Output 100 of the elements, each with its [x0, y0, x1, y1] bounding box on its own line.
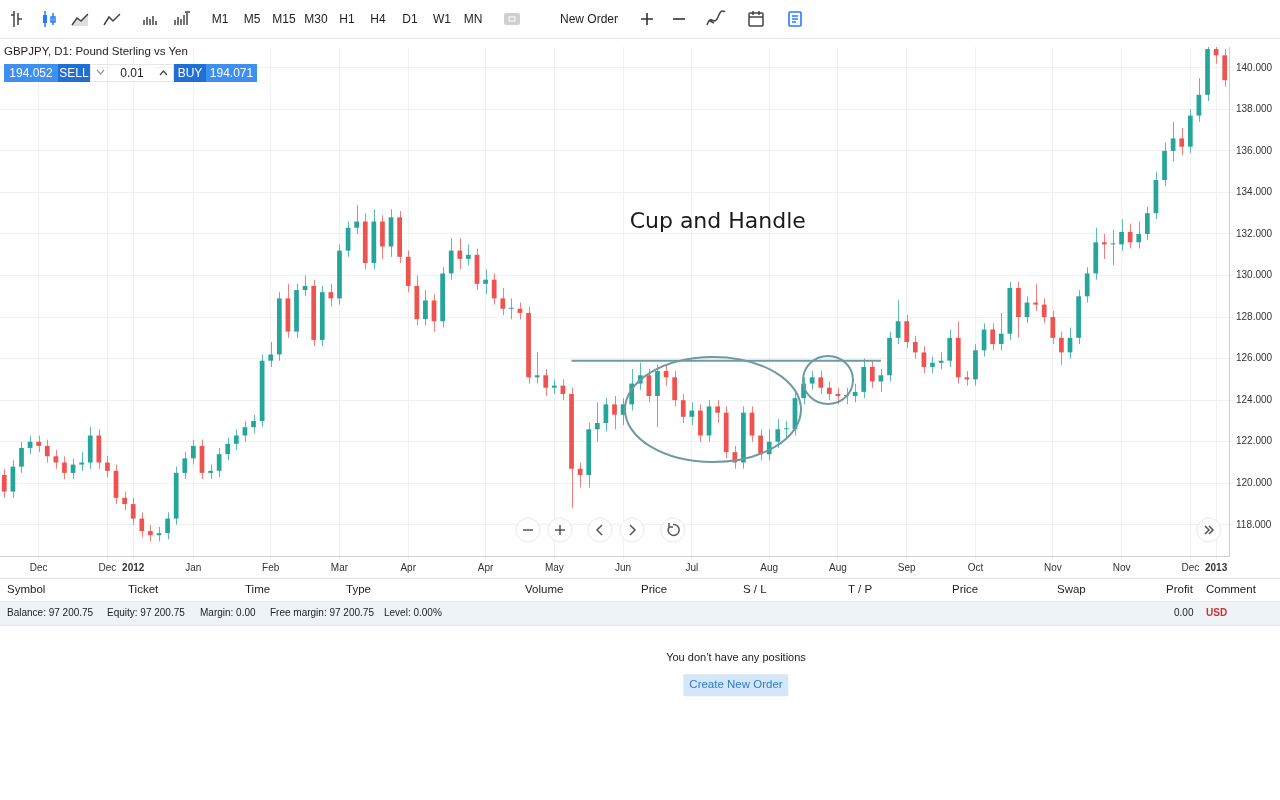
candlestick — [191, 439, 196, 466]
x-tick-label: Mar — [330, 561, 349, 573]
x-tick-label: Apr — [400, 561, 417, 573]
candlestick — [233, 428, 239, 451]
x-tick-label: Dec — [29, 561, 48, 573]
x-tick-label: Nov — [1112, 561, 1131, 573]
text: Equity: 97 200.75 — [107, 607, 185, 618]
candlestick — [1050, 310, 1056, 345]
candlestick — [1, 468, 7, 499]
candlestick — [594, 401, 600, 443]
text: 0.00 — [1174, 607, 1194, 618]
candlestick — [680, 393, 686, 424]
candlestick — [1127, 223, 1133, 250]
candlestick — [1033, 283, 1038, 312]
candlestick — [869, 360, 875, 389]
candlestick — [130, 497, 136, 526]
text: M30 — [304, 12, 328, 26]
y-tick-label: 140.000 — [1236, 61, 1273, 73]
candlestick — [672, 370, 678, 407]
text: USD — [1206, 607, 1228, 618]
candlestick — [165, 511, 170, 540]
y-tick-label: 122.000 — [1236, 435, 1273, 447]
text: M5 — [243, 12, 261, 26]
x-tick-label: Jun — [615, 561, 632, 573]
text: Symbol — [7, 583, 46, 596]
y-tick-label: 128.000 — [1236, 310, 1273, 322]
candlestick — [19, 441, 24, 474]
candlestick — [500, 287, 506, 316]
candlestick — [268, 341, 274, 368]
y-tick-label: 124.000 — [1236, 393, 1273, 405]
y-tick-label: 138.000 — [1236, 103, 1273, 115]
text: Price — [641, 583, 668, 596]
candlestick — [1144, 206, 1150, 241]
text: W1 — [433, 12, 451, 26]
candlestick — [534, 351, 540, 385]
candlestick — [1102, 233, 1107, 260]
text: Time — [245, 583, 271, 596]
annotation: 194.071 — [206, 64, 257, 82]
candlestick — [483, 268, 488, 295]
candlestick — [758, 428, 763, 461]
candlestick — [354, 204, 360, 235]
x-tick-label: Feb — [262, 561, 280, 573]
candlestick — [139, 511, 145, 538]
y-tick-label: 132.000 — [1236, 227, 1273, 239]
y-tick-label: 134.000 — [1236, 186, 1273, 198]
x-tick-label: Jan — [185, 561, 202, 573]
candlestick — [904, 314, 910, 349]
candlestick — [1041, 297, 1047, 324]
text: Balance: 97 200.75 — [7, 607, 94, 618]
candlestick — [827, 380, 832, 401]
text: S / L — [743, 583, 767, 596]
candlestick — [122, 491, 127, 511]
candlestick — [1119, 218, 1124, 252]
x-tick-label: May — [544, 561, 564, 573]
candlestick — [809, 370, 815, 391]
x-tick-label: Aug — [829, 561, 847, 573]
text: MN — [463, 12, 483, 26]
text: Type — [346, 583, 371, 596]
text: You don’t have any positions — [666, 650, 806, 663]
annotation: BUY — [174, 64, 206, 82]
candlestick — [1136, 221, 1142, 250]
annotation: Cup and Handle — [629, 207, 806, 233]
text: Margin: 0.00 — [200, 607, 256, 618]
text: Comment — [1206, 583, 1256, 596]
candlestick — [912, 335, 918, 360]
candlestick — [79, 451, 85, 472]
x-tick-label: Apr — [477, 561, 495, 573]
candlestick — [1059, 331, 1064, 366]
candlestick — [818, 370, 824, 395]
candlestick — [105, 455, 110, 478]
candlestick — [998, 312, 1004, 351]
text: Level: 0.00% — [384, 607, 442, 618]
candlestick — [715, 399, 720, 424]
x-tick-label: Nov — [1043, 561, 1062, 573]
candlestick — [852, 383, 858, 403]
candlestick — [457, 237, 463, 270]
candlestick — [251, 414, 256, 434]
text: Create New Order — [683, 674, 789, 696]
y-tick-label: 136.000 — [1236, 144, 1273, 156]
candlestick — [225, 437, 231, 461]
annotation: 0.01 — [110, 64, 154, 82]
candlestick — [947, 329, 953, 368]
candlestick — [62, 455, 67, 480]
text: New Order — [559, 12, 619, 26]
y-tick-label: 120.000 — [1236, 477, 1273, 489]
y-tick-label: 126.000 — [1236, 352, 1273, 364]
x-tick-label: Jul — [685, 561, 699, 573]
candlestick — [509, 297, 514, 320]
x-tick-label: Sep — [897, 561, 917, 573]
text: T / P — [848, 583, 873, 596]
text: H1 — [339, 12, 355, 26]
text: D1 — [402, 12, 418, 26]
text: Swap — [1057, 583, 1086, 596]
x-tick-label: 2013 — [1204, 561, 1228, 573]
candlestick — [242, 420, 248, 443]
candlestick — [612, 395, 617, 430]
annotation: SELL — [58, 64, 90, 82]
x-tick-label: 2012 — [122, 561, 145, 573]
text: Free margin: 97 200.75 — [270, 607, 374, 618]
chart-title: GBPJPY, D1: Pound Sterling vs Yen — [4, 45, 188, 58]
